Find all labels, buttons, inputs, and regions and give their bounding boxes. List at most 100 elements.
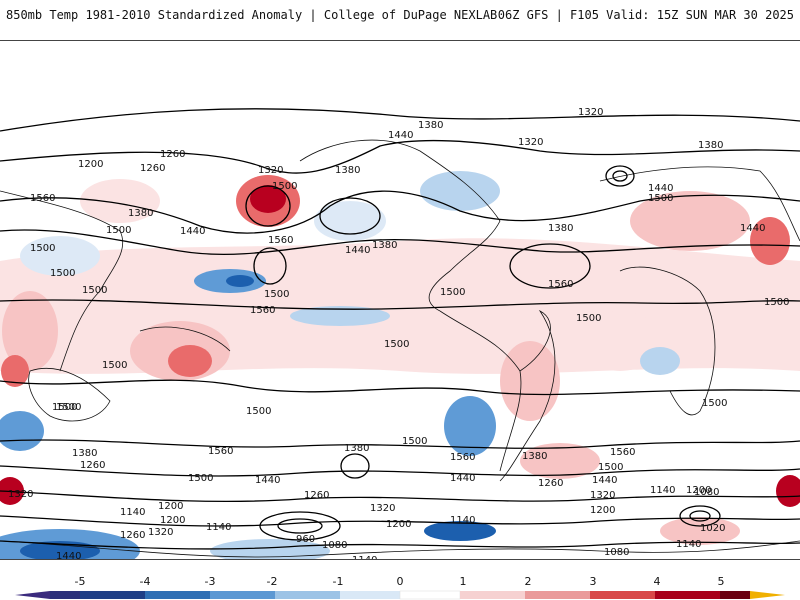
colorbar-low-arrow xyxy=(15,591,50,599)
contour-label: 1560 xyxy=(208,446,233,457)
contour-label: 1500 xyxy=(598,462,623,473)
contour-label: 1260 xyxy=(120,530,145,541)
contour-label: 1440 xyxy=(388,130,413,141)
contour-label: 1320 xyxy=(8,489,33,500)
colorbar-tick: 1 xyxy=(459,575,467,588)
colorbar-high-arrow xyxy=(750,591,785,599)
contour-closed-north-atlantic-inner xyxy=(612,170,628,182)
contour-label: 1320 xyxy=(370,503,395,514)
cold-anomaly-north-america xyxy=(420,171,500,211)
coastlines xyxy=(0,139,800,558)
contour-label: 1500 xyxy=(272,181,297,192)
warm-anomaly-west-edge xyxy=(1,355,29,387)
contour-label: 1380 xyxy=(344,443,369,454)
anomaly-shading xyxy=(0,171,800,559)
warm-anomaly-indian-ocean xyxy=(2,291,58,371)
contour-label: 1500 xyxy=(402,436,427,447)
contour-label: 1140 xyxy=(676,539,701,550)
cold-anomaly-africa xyxy=(640,347,680,375)
map-canvas: 1320 1380 1440 1380 1320 1380 1200 1260 … xyxy=(0,107,800,559)
colorbar-tick: 0 xyxy=(396,575,404,588)
contour-label: 1380 xyxy=(335,165,360,176)
contour-label: 1500 xyxy=(648,193,673,204)
contour-label: 1200 xyxy=(686,485,711,496)
contour-label: 1500 xyxy=(576,313,601,324)
contour-label: 1440 xyxy=(648,183,673,194)
warm-anomaly-siberia xyxy=(80,179,160,223)
cold-anomaly-asia xyxy=(20,236,100,276)
contour-label: 1080 xyxy=(322,540,347,551)
colorbar-tick: -5 xyxy=(74,575,86,588)
contour-label: 1320 xyxy=(578,107,603,118)
contour-label: 1320 xyxy=(518,137,543,148)
map-title: 850mb Temp 1981-2010 Standardized Anomal… xyxy=(6,8,498,22)
warm-anomaly-maritime-core xyxy=(168,345,212,377)
contour-closed-atlantic-high xyxy=(509,243,591,289)
contour-label: 1440 xyxy=(450,473,475,484)
contour-label: 1500 xyxy=(102,360,127,371)
contour-1560-tropics xyxy=(0,299,800,310)
contour-label: 1320 xyxy=(590,490,615,501)
contour-label: 1320 xyxy=(148,527,173,538)
colorbar-swatch xyxy=(340,591,400,599)
contour-labels: 1320 1380 1440 1380 1320 1380 1200 1260 … xyxy=(8,107,789,559)
contour-label: 1560 xyxy=(450,452,475,463)
contour-label: 1140 xyxy=(352,555,377,559)
contour-label: 1260 xyxy=(80,460,105,471)
contour-label: 1500 xyxy=(702,398,727,409)
contour-label: 1500 xyxy=(246,406,271,417)
contour-label: 1380 xyxy=(522,451,547,462)
contour-label: 1080 xyxy=(604,547,629,558)
contour-label: 1500 xyxy=(106,225,131,236)
contour-low-south-indian xyxy=(679,505,721,527)
coastline-south-america-east xyxy=(499,309,556,482)
contour-low-south-pacific xyxy=(259,511,341,541)
colorbar-swatch xyxy=(590,591,655,599)
colorbar-swatch xyxy=(655,591,720,599)
contour-label: 1020 xyxy=(700,523,725,534)
contour-closed-north-atlantic xyxy=(605,165,635,187)
contour-label: 1440 xyxy=(592,475,617,486)
warm-anomaly-core-north-pacific xyxy=(250,185,286,213)
contour-label: 1200 xyxy=(590,505,615,516)
contour-closed-alaska xyxy=(319,197,381,235)
contour-label: 1440 xyxy=(345,245,370,256)
contour-label: 1200 xyxy=(78,159,103,170)
cold-anomaly-antarctic-pacific xyxy=(210,539,330,559)
colorbar-tick: -1 xyxy=(332,575,344,588)
colorbar-tick: 3 xyxy=(589,575,597,588)
coastline-australia xyxy=(28,367,111,422)
contour-closed-south-pacific xyxy=(340,453,370,479)
contour-label: 960 xyxy=(296,534,315,545)
contour-label: 1500 xyxy=(384,339,409,350)
contour-1320-north xyxy=(0,108,800,132)
colorbar-swatch xyxy=(525,591,590,599)
contour-label: 1500 xyxy=(52,402,77,413)
contour-1500-north xyxy=(0,229,800,255)
contour-1440-south xyxy=(0,465,800,477)
colorbar-swatch xyxy=(50,591,80,599)
coastline-eurasia-north xyxy=(599,166,800,242)
colorbar-tick: -3 xyxy=(204,575,216,588)
contour-label: 1380 xyxy=(548,223,573,234)
contour-closed-north-pacific xyxy=(245,185,291,227)
contour-1500-south xyxy=(0,439,800,449)
anomaly-map[interactable]: 1320 1380 1440 1380 1320 1380 1200 1260 … xyxy=(0,40,800,560)
contour-label: 1140 xyxy=(450,515,475,526)
cold-anomaly-east-pacific xyxy=(290,306,390,326)
contour-label: 1380 xyxy=(418,120,443,131)
contour-label: 1500 xyxy=(30,243,55,254)
contour-label: 1440 xyxy=(56,551,81,559)
contour-label: 1560 xyxy=(610,447,635,458)
colorbar-swatch xyxy=(460,591,525,599)
coastline-antarctica xyxy=(0,540,800,558)
coastline-north-america xyxy=(299,139,501,312)
contour-label: 1380 xyxy=(128,208,153,219)
contour-label: 1380 xyxy=(372,240,397,251)
contour-label: 1500 xyxy=(764,297,789,308)
colorbar-swatch xyxy=(720,591,750,599)
warm-anomaly-south-ocean xyxy=(660,517,740,545)
colorbar-swatch xyxy=(399,590,461,600)
contour-label: 1200 xyxy=(158,501,183,512)
contour-label: 1260 xyxy=(140,163,165,174)
